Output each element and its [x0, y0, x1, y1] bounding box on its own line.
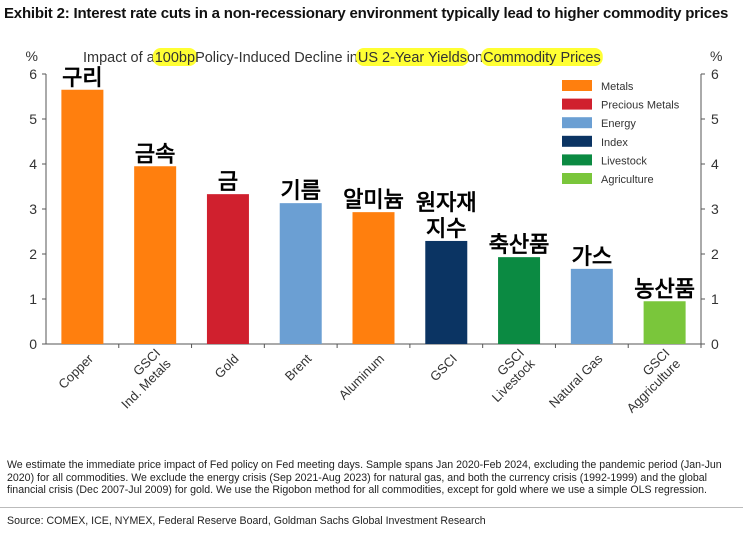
bar: [498, 257, 541, 344]
y-tick-label-left: 3: [29, 201, 37, 217]
legend-label: Precious Metals: [601, 100, 680, 112]
bar: [643, 301, 686, 344]
y-tick-label-right: 2: [711, 246, 719, 262]
bar-annotation: 금: [218, 170, 238, 195]
footnote: We estimate the immediate price impact o…: [7, 459, 722, 497]
bar: [206, 194, 249, 344]
title-highlight-mark: [355, 48, 469, 66]
x-tick-label: Brent: [282, 351, 315, 384]
chart-title-part: Impact of a: [83, 50, 156, 66]
bar-annotation: 원자재: [416, 191, 477, 216]
title-highlight-mark: [481, 48, 603, 66]
x-category-label: Copper: [55, 351, 96, 392]
y-tick-label-right: 5: [711, 111, 719, 127]
y-axis-unit-right: %: [710, 48, 722, 64]
y-tick-label-right: 4: [711, 156, 719, 172]
legend-swatch: [562, 154, 592, 166]
x-category-label: Natural Gas: [546, 351, 606, 411]
y-tick-label-right: 3: [711, 201, 719, 217]
legend-label: Energy: [601, 118, 636, 130]
bar: [425, 240, 468, 344]
x-category-label: Gold: [212, 351, 242, 381]
bar-annotation: 구리: [62, 66, 102, 91]
legend: Metals Precious Metals Energy Index Livestoc…: [562, 80, 680, 186]
y-tick-label-left: 5: [29, 111, 37, 127]
exhibit-title: Exhibit 2: Interest rate cuts in a non-r…: [4, 5, 729, 22]
legend-label: Livestock: [601, 155, 647, 167]
legend-swatch: [562, 135, 592, 147]
legend-label: Index: [601, 137, 628, 149]
bar: [279, 203, 322, 344]
bar-annotation: 농산품: [634, 277, 695, 302]
bar: [352, 212, 395, 344]
bar-annotation: 축산품: [489, 233, 550, 258]
y-tick-label-left: 1: [29, 291, 37, 307]
title-highlight-mark: [152, 48, 198, 66]
x-category-label: GSCI: [427, 351, 460, 384]
x-tick-label: GSCI: [427, 351, 460, 384]
legend-label: Agriculture: [601, 174, 654, 186]
bar-annotation: 금속: [135, 142, 175, 167]
y-axis-unit-left: %: [26, 48, 38, 64]
chart-title-highlight: 100bp: [155, 50, 195, 66]
y-tick-label-left: 6: [29, 66, 37, 82]
x-tick-label: Aluminum: [336, 351, 387, 402]
y-tick-label-right: 6: [711, 66, 719, 82]
chart-title-part: Policy-Induced Decline in: [195, 50, 358, 66]
chart-title-highlight: Commodity Prices: [483, 50, 601, 66]
bar-annotation: 지수: [426, 217, 466, 242]
chart-title-highlight: US 2-Year Yields: [358, 50, 467, 66]
y-tick-label-right: 0: [711, 336, 719, 352]
bar: [61, 89, 104, 344]
bar-annotation: 알미늄: [343, 188, 404, 213]
divider: [0, 507, 743, 508]
y-tick-label-left: 4: [29, 156, 37, 172]
x-tick-label: Copper: [55, 351, 96, 392]
legend-swatch: [562, 173, 592, 184]
y-tick-label-left: 2: [29, 246, 37, 262]
bar: [134, 166, 177, 344]
bar-annotation: 가스: [572, 245, 612, 270]
y-tick-label-left: 0: [29, 336, 37, 352]
chart-title-part: on: [467, 50, 483, 66]
legend-swatch: [562, 98, 592, 110]
x-tick-label: Natural Gas: [546, 351, 606, 411]
bar: [570, 268, 613, 344]
legend-swatch: [562, 117, 592, 129]
bar-chart: Impact of a 100bp Policy-Induced Decline…: [26, 48, 722, 416]
legend-swatch: [562, 80, 592, 91]
bar-annotation: 기름: [280, 179, 320, 204]
legend-label: Metals: [601, 81, 634, 93]
x-category-label: Brent: [282, 351, 315, 384]
source-note: Source: COMEX, ICE, NYMEX, Federal Reser…: [7, 515, 486, 527]
x-category-label: Aluminum: [336, 351, 387, 402]
x-tick-label: Gold: [212, 351, 242, 381]
chart-title: Impact of a 100bp Policy-Induced Decline…: [83, 48, 603, 66]
y-tick-label-right: 1: [711, 291, 719, 307]
